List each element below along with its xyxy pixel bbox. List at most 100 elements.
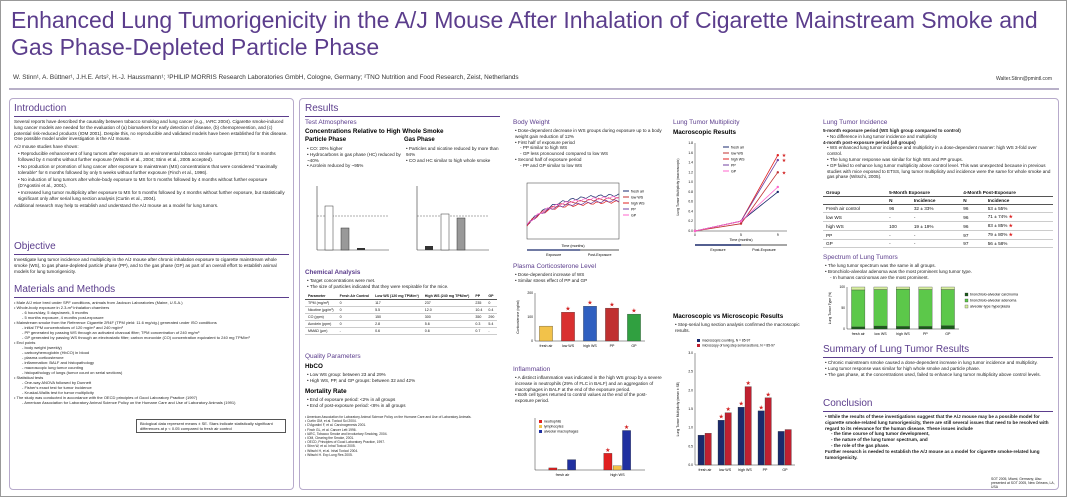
methods-item: - macroscopic lung tumor counting (22, 365, 84, 370)
bar (704, 433, 712, 466)
particle-head: Particle Phase (305, 137, 347, 143)
mvm-item-text: Step-serial lung section analysis confir… (675, 322, 800, 333)
bar-segment (940, 325, 955, 330)
tick-label: 0 (694, 233, 696, 237)
intro-b2-text: No production or promotion of lung cance… (18, 164, 278, 175)
reference-line: • OECD, Principles of Good Laboratory Pr… (305, 440, 385, 445)
chem-item-text: The size of particles indicated that the… (309, 283, 449, 289)
tick-label: 2.0 (688, 388, 693, 392)
intro-b3: • No induction of lung tumors after whol… (18, 177, 268, 188)
particle-item: • Acrolein reduced by ~95% (307, 163, 364, 169)
table-cell: 0 (336, 306, 373, 314)
tick-label: 2.5 (688, 370, 693, 374)
table-row: MMAD (µm) -0.6 0.6 0.7- (305, 327, 498, 335)
reference-line: • Curtin GM, et al. Toxicol Sci 2004. (305, 419, 357, 424)
bar (744, 386, 752, 466)
table-row: CO (ppm) 0 150 300 350 290 (305, 313, 498, 321)
gas-items: • Particles and nicotine reduced by more… (406, 146, 501, 163)
legend-label: low WS (731, 152, 744, 156)
bw-item: • Dose-dependent decrease in WS groups d… (515, 128, 662, 139)
pp-bar-acrolein (357, 248, 365, 250)
data-point (693, 229, 697, 233)
table-cell: 290 (485, 313, 498, 321)
methods-item: • Statistical tests (14, 375, 44, 380)
legend-label: fresh air (631, 190, 645, 194)
spectrum-item-text: Bronchiolo-alveolar adenoma was the most… (827, 268, 972, 274)
significance-star: ★ (782, 170, 787, 176)
significance-star: ★ (726, 406, 731, 413)
bar-segment (851, 326, 866, 330)
bar (777, 431, 785, 466)
col-header: GP (485, 293, 498, 300)
col-header: High WS (240 mg TPM/m³) (421, 293, 473, 300)
tick-label: 0.0 (688, 229, 693, 233)
table-cell: 56 ± 58% (984, 239, 1053, 248)
particle-phase-chart (316, 186, 389, 251)
significance-star: ★ (719, 414, 724, 421)
bar-segment (896, 288, 910, 327)
intro-heading: Introduction (14, 103, 67, 114)
col-header: N (960, 196, 985, 205)
spectrum-chart: fresh air low WS high WS PP GP 0 50 100 Lung Tum… (828, 285, 1018, 336)
inflam-item-text: A distinct inflammation was indicated in… (515, 375, 662, 392)
col-header: 4-Month Post-Exposure (960, 189, 1053, 197)
table-cell: 5.6 (421, 320, 473, 328)
bar-segment (873, 325, 888, 330)
table-cell: 32 ± 33% (910, 204, 961, 213)
hbco-items: • Low WS group: between 23 and 29% • Hig… (307, 372, 502, 384)
summary-item: • The gas phase, at the concentrations u… (825, 371, 1041, 377)
incidence-s1b: • No difference in lung tumor incidence … (827, 133, 938, 139)
table-row: low WS - -96 71 ± 74% ★ (823, 212, 1053, 222)
legend-label: alveolar macrophages (544, 430, 579, 434)
authors: W. Stinn¹, A. Büttner¹, J.H.E. Arts², H.… (13, 74, 519, 81)
summary-item-text: Lung tumor response was similar for high… (827, 365, 981, 371)
table-cell: 0.7 (472, 327, 486, 335)
table-cell: TPM (mg/m³) (305, 299, 337, 307)
significance-star: ★ (739, 401, 744, 408)
inflam-item: • A distinct inflammation was indicated … (515, 375, 662, 392)
incidence-text: 5-month exposure period (WS high group c… (823, 128, 1053, 180)
chem-item: • The size of particles indicated that t… (307, 283, 449, 289)
tick-label: 1.4 (688, 161, 693, 165)
bw-item: • First half of exposure period (515, 139, 575, 145)
tick-label: 0 (843, 327, 845, 331)
table-cell: 97 (960, 239, 985, 248)
cort-item: • Dose-dependent increase of WS (515, 272, 585, 277)
series-line (526, 193, 620, 226)
spectrum-item-text: The lung tumor spectrum was the same in … (827, 263, 936, 268)
significance-star: ★ (759, 404, 764, 411)
gas-item-text: CO and HC similar to high whole smoke (408, 157, 491, 163)
incidence-s1: 5-month exposure period (WS high group c… (823, 128, 961, 133)
legend-label: high WS (631, 202, 645, 206)
intro-text: Several reports have described the causa… (14, 119, 289, 211)
table-cell: 83 ± 85% ★ (984, 221, 1053, 231)
quality-heading: Quality Parameters (305, 353, 361, 360)
table-cell: 0.3 (472, 320, 486, 328)
bar (603, 453, 613, 471)
table-cell: - (910, 239, 961, 248)
results-heading: Results (305, 103, 339, 114)
bw-item: - GP less pronounced compared to low WS (520, 151, 609, 157)
table-cell: 0.4 (485, 306, 498, 314)
particle-item: • Hydrocarbons in gas phase (HC) reduced… (307, 151, 401, 163)
mortality-items: • End of exposure period: <2% in all gro… (307, 397, 502, 409)
table-cell: 10.4 (472, 306, 486, 314)
tick-label: GP (631, 344, 637, 348)
table-cell: - (886, 230, 911, 240)
email[interactable]: Walter.Stinn@pmintl.com (995, 76, 1052, 82)
table-row: Acrolein (ppm) 0 2.8 5.6 0.3 5.4 (305, 320, 498, 328)
reference-line: • Finch GL, et al. Cancer Lett 1996. (305, 427, 357, 432)
macro-head: Macroscopic Results (673, 129, 736, 136)
conclusion-item: - the time course of lung tumor developm… (831, 431, 930, 437)
bar (717, 420, 725, 466)
table-cell: 79 ± 80% ★ (984, 230, 1053, 240)
bw-item: • Second half of exposure period (515, 156, 582, 162)
reference-line: • Stinn W, et al. Inhal Toxicol 2005. (305, 444, 356, 449)
references: • American Association for Laboratory An… (305, 415, 505, 457)
test-atm-heading: Test Atmospheres (305, 119, 357, 126)
mortality-head: Mortality Rate (305, 388, 347, 395)
tick-label: 0.8 (688, 190, 693, 194)
reference-line: • IARC, Tobacco Smoke and Involuntary Sm… (305, 431, 388, 436)
hbco-head: HbCO (305, 363, 323, 370)
poster-title: Enhanced Lung Tumorigenicity in the A/J … (11, 7, 1038, 60)
